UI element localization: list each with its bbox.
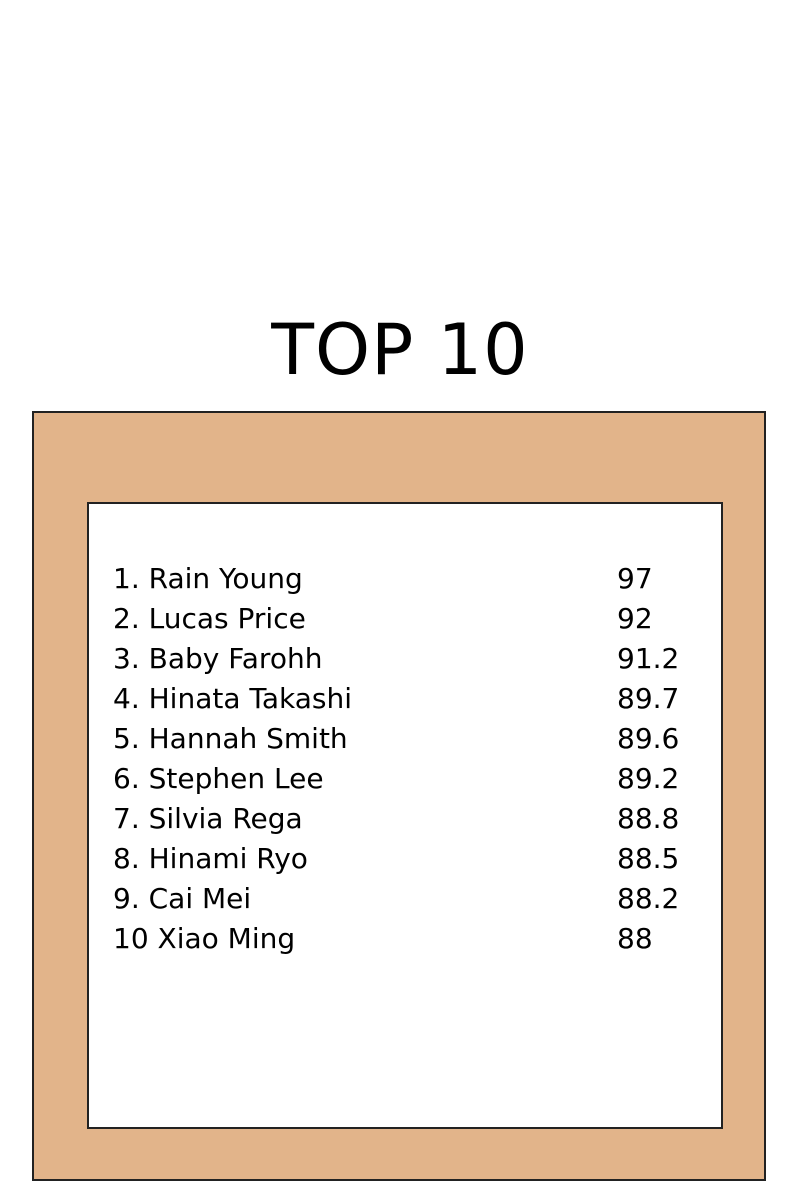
- player-name: 8. Hinami Ryo: [113, 842, 308, 875]
- player-name: 10 Xiao Ming: [113, 922, 296, 955]
- list-item: 5. Hannah Smith 89.6: [113, 719, 713, 759]
- player-score: 89.2: [617, 762, 680, 795]
- leaderboard-frame: 1. Rain Young 97 2. Lucas Price 92 3. Baby F…: [32, 411, 766, 1181]
- player-score: 88.5: [617, 842, 680, 875]
- leaderboard-list: 1. Rain Young 97 2. Lucas Price 92 3. Baby F…: [113, 559, 713, 959]
- player-name: 3. Baby Farohh: [113, 642, 323, 675]
- list-item: 4. Hinata Takashi 89.7: [113, 679, 713, 719]
- list-item: 1. Rain Young 97: [113, 559, 713, 599]
- player-score: 92: [617, 602, 653, 635]
- player-score: 88.2: [617, 882, 680, 915]
- player-name: 2. Lucas Price: [113, 602, 306, 635]
- list-item: 10 Xiao Ming 88: [113, 919, 713, 959]
- player-name: 4. Hinata Takashi: [113, 682, 353, 715]
- player-name: 7. Silvia Rega: [113, 802, 303, 835]
- player-score: 88.8: [617, 802, 680, 835]
- player-name: 9. Cai Mei: [113, 882, 252, 915]
- player-name: 1. Rain Young: [113, 562, 303, 595]
- player-score: 89.7: [617, 682, 680, 715]
- list-item: 9. Cai Mei 88.2: [113, 879, 713, 919]
- player-score: 89.6: [617, 722, 680, 755]
- list-item: 2. Lucas Price 92: [113, 599, 713, 639]
- list-item: 7. Silvia Rega 88.8: [113, 799, 713, 839]
- list-item: 8. Hinami Ryo 88.5: [113, 839, 713, 879]
- leaderboard-panel: 1. Rain Young 97 2. Lucas Price 92 3. Baby F…: [87, 502, 723, 1129]
- player-name: 5. Hannah Smith: [113, 722, 348, 755]
- player-score: 88: [617, 922, 653, 955]
- player-score: 97: [617, 562, 653, 595]
- page-title: TOP 10: [271, 309, 529, 391]
- list-item: 6. Stephen Lee 89.2: [113, 759, 713, 799]
- player-score: 91.2: [617, 642, 680, 675]
- list-item: 3. Baby Farohh 91.2: [113, 639, 713, 679]
- player-name: 6. Stephen Lee: [113, 762, 324, 795]
